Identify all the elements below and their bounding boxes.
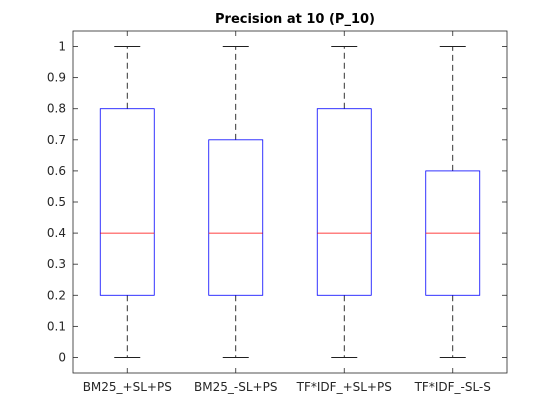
y-tick-label: 0.1 — [47, 319, 66, 333]
plot-area: 0 0.1 0.2 0.3 0.4 0.5 0.6 0.7 0.8 0.9 1 BM25_+SL+PS… — [47, 30, 508, 394]
y-tick-label: 0.5 — [47, 195, 66, 209]
axes-frame — [72, 30, 508, 374]
y-tick-label: 0.7 — [47, 133, 66, 147]
box-iqr — [316, 108, 372, 296]
y-tick-label: 0.9 — [47, 71, 66, 85]
y-tick-label: 0.6 — [47, 164, 66, 178]
chart-title: Precision at 10 (P_10) — [215, 12, 375, 27]
y-tick-label: 0.2 — [47, 288, 66, 302]
y-tick-label: 0.4 — [47, 226, 66, 240]
box-iqr — [208, 139, 264, 296]
x-tick-label: BM25_+SL+PS — [83, 380, 172, 394]
y-tick-label: 0.8 — [47, 102, 66, 116]
y-tick-label: 0.3 — [47, 257, 66, 271]
box-iqr — [99, 108, 155, 296]
x-tick-label: TF*IDF_+SL+PS — [296, 380, 392, 394]
x-tick-label: TF*IDF_-SL-S — [414, 380, 491, 394]
y-tick-label: 0 — [58, 350, 66, 364]
x-tick-label: BM25_-SL+PS — [194, 380, 277, 394]
y-tick-label: 1 — [58, 40, 66, 54]
